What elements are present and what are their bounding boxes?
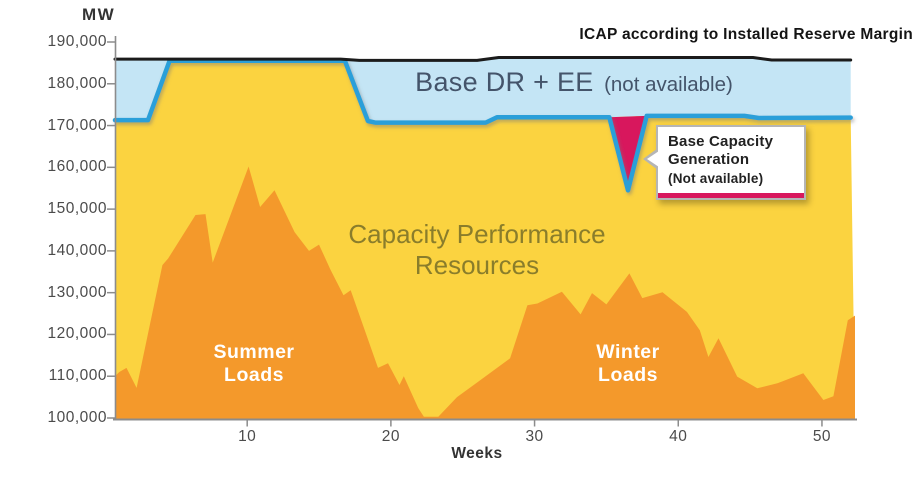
x-tick-label: 50 [812, 428, 832, 445]
load-area [115, 166, 855, 420]
winter-loads-line2: Loads [598, 364, 658, 386]
base-dr-ee-band-area [115, 57, 851, 123]
y-tick-label: 160,000 [47, 158, 107, 176]
y-tick-label: 100,000 [47, 409, 107, 426]
summer-loads-line1: Summer [213, 341, 295, 363]
icap-line [113, 56, 853, 62]
capacity-line [112, 58, 853, 193]
x-tick-label: 10 [238, 428, 257, 445]
y-tick-label: 150,000 [47, 200, 107, 218]
winter-loads-label: Winter Loads [558, 341, 698, 387]
capacity-resources-line2: Resources [414, 249, 540, 280]
y-axis-unit-label: MW [82, 5, 116, 24]
base-capacity-callout: Base Capacity Generation (Not available) [643, 125, 806, 200]
base-dr-ee-label: Base DR + EE (not available) [299, 67, 849, 98]
callout-title-line1: Base Capacity [668, 133, 774, 150]
x-axis-title: Weeks [451, 445, 503, 462]
y-tick-label: 170,000 [47, 116, 107, 134]
x-tick-label: 20 [381, 428, 400, 445]
base-capacity-notch [609, 115, 647, 191]
y-tick-label: 120,000 [47, 325, 107, 343]
y-tick-label: 180,000 [47, 74, 107, 92]
icap-line-label: ICAP according to Installed Reserve Marg… [579, 26, 913, 43]
y-tick-label: 130,000 [47, 283, 107, 301]
summer-loads-label: Summer Loads [184, 341, 324, 387]
x-tick-label: 30 [525, 428, 544, 445]
y-tick-label: 110,000 [48, 367, 107, 385]
callout-accent-bar [658, 193, 804, 198]
callout-note: (Not available) [668, 170, 764, 186]
x-tick-label: 40 [669, 428, 688, 445]
y-tick-label: 190,000 [47, 33, 107, 50]
capacity-resources-label: Capacity Performance Resources [317, 219, 637, 280]
callout-pointer [643, 148, 659, 170]
base-dr-ee-sub-text: (not available) [604, 73, 733, 96]
y-tick-label: 140,000 [47, 241, 107, 259]
capacity-resources-line1: Capacity Performance [348, 219, 606, 249]
base-dr-ee-main-text: Base DR + EE [415, 67, 594, 97]
winter-loads-line1: Winter [596, 341, 660, 363]
summer-loads-line2: Loads [224, 364, 284, 386]
callout-title-line2: Generation [668, 151, 750, 169]
